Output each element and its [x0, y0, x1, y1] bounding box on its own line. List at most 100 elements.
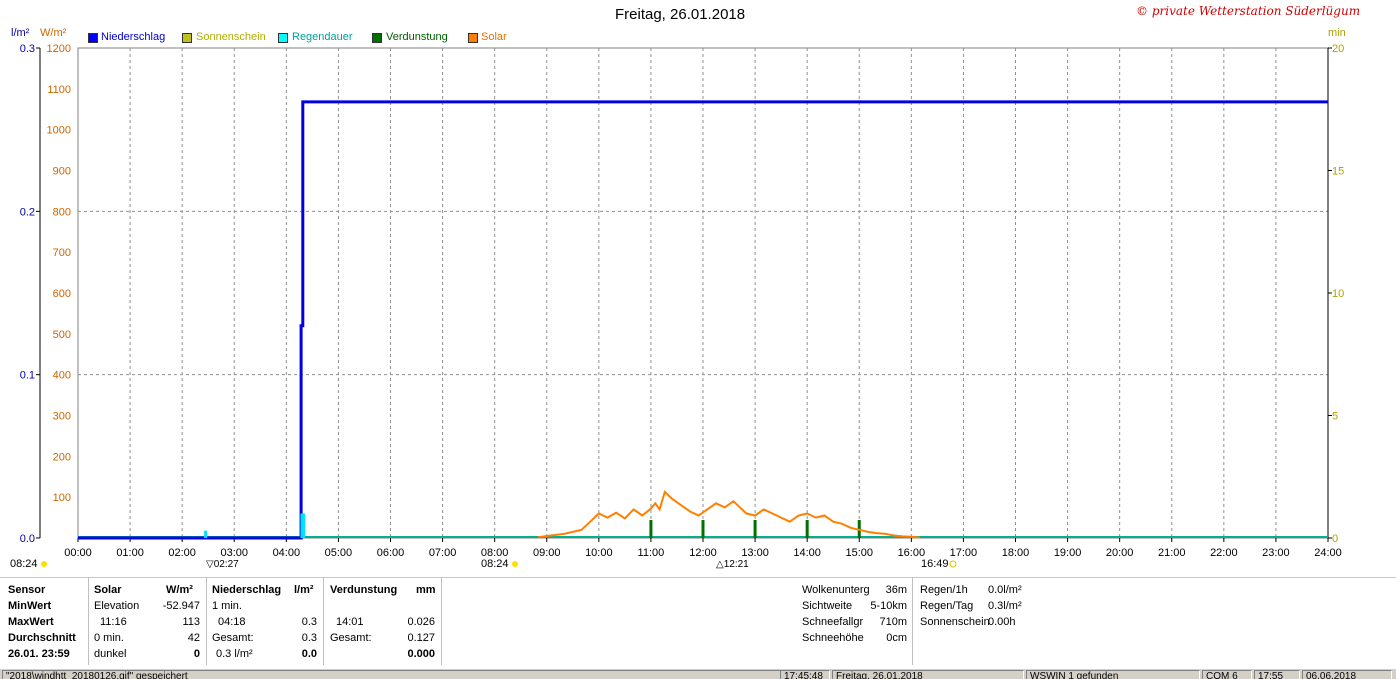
legend-label: Niederschlag [101, 31, 166, 43]
line-solar [537, 490, 921, 539]
x-tick-label: 07:00 [429, 547, 457, 559]
x-tick-label: 06:00 [377, 547, 405, 559]
table-cell: 1 min. [212, 600, 242, 612]
bar-regendauer [302, 513, 306, 538]
table-cell: Regen/Tag [920, 600, 974, 612]
table-cell: 14:01 [336, 616, 364, 628]
y-tick-label-solar: 400 [53, 370, 71, 382]
x-tick-label: 16:00 [898, 547, 926, 559]
x-tick-label: 00:00 [64, 547, 92, 559]
table-cell: Sonnenschein [920, 616, 990, 628]
table-divider [323, 577, 324, 665]
x-tick-label: 02:00 [168, 547, 196, 559]
status-today: 06.06.2018 [1302, 670, 1392, 679]
table-cell: 0.00h [988, 616, 1016, 628]
x-tick-label: 13:00 [741, 547, 769, 559]
table-cell: 11:16 [100, 616, 127, 628]
x-tick-label: 14:00 [793, 547, 821, 559]
table-cell: Schneehöhe [802, 632, 864, 644]
x-tick-label: 20:00 [1106, 547, 1134, 559]
x-tick-label: 23:00 [1262, 547, 1290, 559]
table-divider [88, 577, 89, 665]
table-cell: 0cm [886, 632, 907, 644]
watermark: © private Wetterstation Süderlügum [1136, 4, 1361, 18]
table-cell: 710m [879, 616, 907, 628]
chart: 00:00 01:00 02:00 03:00 04:00 05:00 06:00 07:00… [10, 43, 1344, 570]
bar-verdunstung [805, 520, 809, 538]
y2-tick-label: 10 [1332, 288, 1344, 300]
unit-solar: W/m² [40, 27, 67, 39]
x-tick-label: 03:00 [220, 547, 248, 559]
y-tick-label-solar: 1000 [47, 125, 71, 137]
table-header-solar: Solar [94, 584, 122, 596]
x-tick-label: 12:00 [689, 547, 717, 559]
sunrise-label: 08:24 [481, 558, 509, 570]
legend-swatch [278, 33, 288, 43]
table-unit-solar: W/m² [166, 584, 193, 596]
table-row-label: MaxWert [8, 616, 54, 628]
table-cell: 0.000 [407, 648, 435, 660]
table-row-label: 26.01. 23:59 [8, 648, 70, 660]
y-tick-label-solar: 1200 [47, 43, 71, 55]
unit-precip: l/m² [11, 27, 30, 39]
y-tick-label-precip: 0.0 [20, 533, 35, 545]
legend-label: Regendauer [292, 31, 353, 43]
table-unit-verdunstung: mm [416, 584, 436, 596]
x-tick-label: 15:00 [845, 547, 873, 559]
x-tick-label: 09:00 [533, 547, 561, 559]
table-cell: 0.3l/m² [988, 600, 1022, 612]
x-tick-label: 08:00 [481, 547, 509, 559]
table-cell: Sichtweite [802, 600, 853, 612]
line-niederschlag [78, 100, 1328, 540]
table-cell: 0.127 [407, 632, 435, 644]
legend-swatch [372, 33, 382, 43]
legend-label: Sonnenschein [196, 31, 266, 43]
legend-swatch [182, 33, 192, 43]
status-clock: 17:55 [1254, 670, 1300, 679]
table-cell: 0.3 l/m² [216, 648, 253, 660]
y-tick-label-solar: 500 [53, 329, 71, 341]
x-tick-label: 18:00 [1002, 547, 1030, 559]
table-cell: Regen/1h [920, 584, 968, 596]
sun-icon [512, 561, 518, 567]
sensor-table: Sensor MinWert MaxWert Durchschnitt 26.0… [0, 577, 1396, 670]
x-tick-label: 17:00 [950, 547, 978, 559]
x-tick-label: 21:00 [1158, 547, 1186, 559]
legend-swatch [468, 33, 478, 43]
y-tick-label-precip: 0.2 [20, 206, 35, 218]
x-tick-label: 01:00 [116, 547, 144, 559]
table-cell: Wolkenunterg [802, 584, 870, 596]
sunset-icon [949, 560, 957, 568]
table-divider [206, 577, 207, 665]
table-cell: 36m [885, 584, 907, 596]
y-tick-label-solar: 800 [53, 206, 71, 218]
noon-label: △12:21 [716, 559, 749, 570]
bar-regendauer [204, 530, 208, 538]
y2-tick-label: 15 [1332, 166, 1344, 178]
y-tick-label-precip: 0.1 [20, 370, 35, 382]
y2-tick-label: 20 [1332, 43, 1344, 55]
x-tick-label: 24:00 [1314, 547, 1342, 559]
status-com: COM 6 [1202, 670, 1252, 679]
table-cell: 113 [182, 616, 200, 628]
legend-swatch [88, 33, 98, 43]
table-cell: Gesamt: [330, 632, 372, 644]
table-row-label: Durchschnitt [8, 632, 76, 644]
y-tick-label-solar: 600 [53, 288, 71, 300]
table-cell: 0.3 [301, 616, 317, 628]
x-tick-label: 04:00 [273, 547, 301, 559]
legend-label: Solar [481, 31, 507, 43]
y-tick-label-solar: 300 [53, 411, 71, 423]
table-cell: 0.3 [301, 632, 317, 644]
sun-icon [41, 561, 47, 567]
table-header-verdunstung: Verdunstung [330, 584, 398, 596]
table-unit-niederschlag: l/m² [294, 584, 314, 596]
x-tick-label: 19:00 [1054, 547, 1082, 559]
bar-verdunstung [701, 520, 705, 538]
bar-regendauer [300, 513, 304, 538]
chart-title: Freitag, 26.01.2018 [615, 6, 746, 23]
table-cell: 04:18 [218, 616, 246, 628]
moonrise-label: ▽02:27 [206, 559, 239, 570]
sunset-label: 16:49 [921, 558, 949, 570]
status-bar: "2018\windhtt_20180126.gif" gespeichert … [0, 668, 1396, 679]
